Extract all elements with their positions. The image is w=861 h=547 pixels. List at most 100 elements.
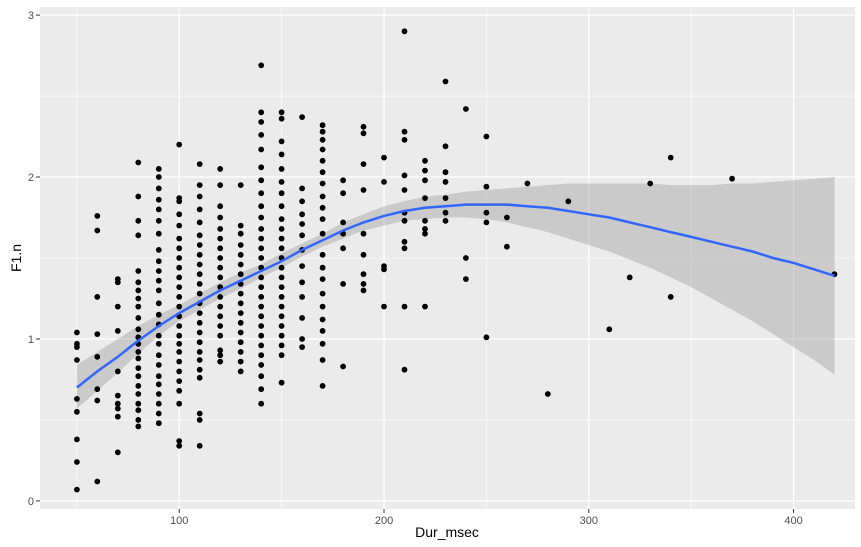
data-point <box>196 366 203 373</box>
data-point <box>237 329 244 336</box>
data-point <box>299 211 305 218</box>
data-point <box>340 281 346 287</box>
data-point <box>237 222 244 229</box>
data-point <box>278 203 285 210</box>
data-point <box>237 230 244 237</box>
data-point <box>319 251 326 258</box>
data-point <box>74 436 80 443</box>
data-point <box>258 294 265 300</box>
data-point <box>114 413 121 420</box>
data-point <box>217 352 224 359</box>
data-point <box>319 157 326 164</box>
data-point <box>237 251 244 258</box>
data-point <box>155 420 162 427</box>
data-point <box>196 319 203 326</box>
data-point <box>237 310 244 316</box>
data-point <box>135 268 142 274</box>
data-point <box>319 193 326 200</box>
data-point <box>196 182 203 189</box>
data-point <box>278 226 285 232</box>
data-point <box>258 362 265 368</box>
data-point <box>319 290 326 297</box>
y-tick-label: 3 <box>28 10 34 22</box>
data-point <box>176 141 183 148</box>
data-point <box>155 400 162 407</box>
data-point <box>258 132 265 138</box>
data-point <box>401 187 408 193</box>
data-point <box>196 442 203 449</box>
data-point <box>135 287 142 294</box>
x-axis-title: Dur_msec <box>415 524 479 540</box>
data-point <box>94 386 101 393</box>
data-point <box>422 157 428 164</box>
data-point <box>483 219 490 226</box>
data-point <box>667 154 674 161</box>
data-point <box>442 217 449 224</box>
data-point <box>278 109 285 116</box>
data-point <box>217 235 224 242</box>
data-point <box>319 276 326 282</box>
data-point <box>135 383 142 389</box>
data-point <box>299 198 305 205</box>
data-point <box>422 217 428 224</box>
data-point <box>196 374 203 381</box>
data-point <box>135 295 142 302</box>
data-point <box>217 274 224 281</box>
data-point <box>504 243 510 250</box>
data-point <box>176 340 183 347</box>
data-point <box>237 368 244 375</box>
data-point <box>278 115 285 122</box>
data-point <box>135 349 142 355</box>
data-point <box>278 313 285 320</box>
data-point <box>155 287 162 294</box>
data-point <box>278 166 285 172</box>
data-point <box>217 332 224 339</box>
data-point <box>217 214 224 221</box>
data-point <box>360 287 367 294</box>
data-point <box>135 373 142 380</box>
data-point <box>299 336 305 342</box>
data-point <box>319 169 326 176</box>
data-point <box>217 264 224 271</box>
data-point <box>258 332 265 339</box>
data-point <box>176 245 183 252</box>
data-point <box>278 264 285 271</box>
data-point <box>483 133 490 140</box>
data-point <box>114 279 121 286</box>
data-point <box>155 185 162 192</box>
data-point <box>381 303 387 310</box>
data-point <box>258 119 265 125</box>
data-point <box>217 182 224 189</box>
data-point <box>667 294 674 300</box>
data-point <box>299 232 305 239</box>
data-point <box>114 303 121 310</box>
data-point <box>135 193 142 200</box>
data-point <box>401 366 408 373</box>
data-point <box>196 161 203 168</box>
data-point <box>340 190 346 197</box>
data-point <box>258 214 265 221</box>
data-point <box>278 323 285 329</box>
data-point <box>381 154 387 161</box>
y-axis-ticks: 0 1 2 3 <box>28 10 40 508</box>
data-point <box>114 449 121 456</box>
data-point <box>196 349 203 355</box>
data-point <box>422 226 428 232</box>
data-point <box>176 198 183 205</box>
data-point <box>319 128 326 135</box>
data-point <box>278 284 285 290</box>
x-tick-label: 100 <box>170 515 188 527</box>
data-point <box>237 319 244 326</box>
data-point <box>74 344 80 350</box>
data-point <box>155 206 162 213</box>
data-point <box>74 357 80 363</box>
data-point <box>278 235 285 242</box>
data-point <box>258 352 265 359</box>
data-point <box>319 136 326 143</box>
y-tick-label: 0 <box>28 496 34 508</box>
data-point <box>319 204 326 211</box>
data-point <box>155 340 162 347</box>
data-point <box>299 294 305 300</box>
y-tick-label: 2 <box>28 172 34 184</box>
